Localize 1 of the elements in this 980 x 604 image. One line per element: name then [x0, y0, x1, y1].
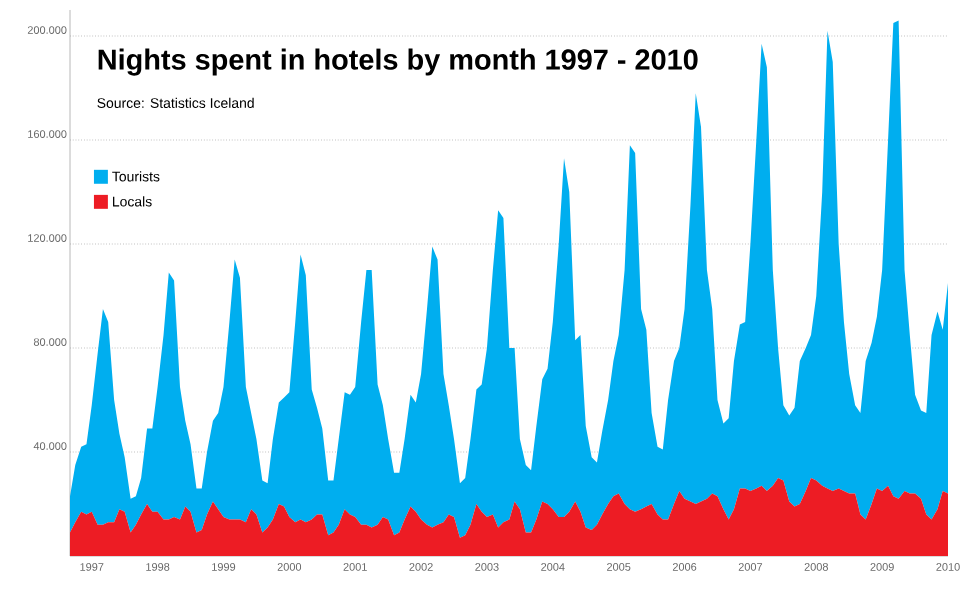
text: Nights spent in hotels by month 1997 - 2010 [98, 48, 698, 76]
